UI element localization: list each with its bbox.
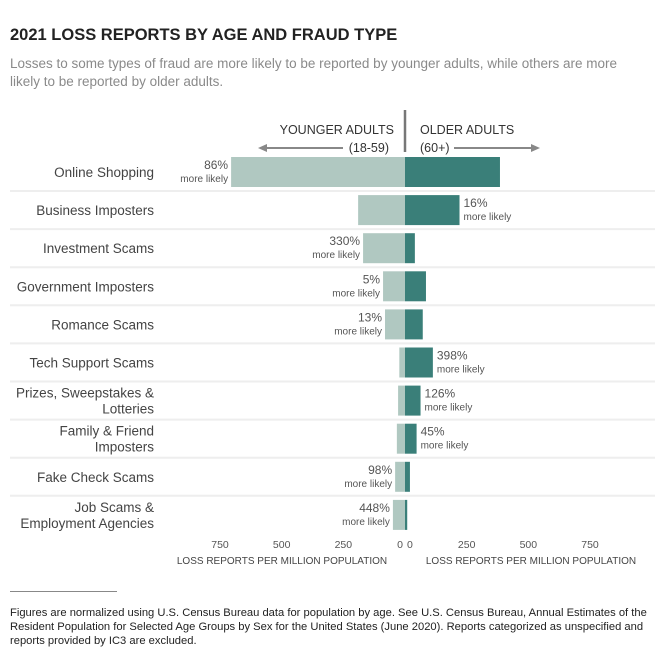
- bar-older: [405, 347, 433, 378]
- group-sublabel-younger: (18-59): [349, 141, 389, 155]
- category-label-line: Family & Friend: [59, 424, 154, 439]
- group-label-younger: YOUNGER ADULTS: [280, 123, 394, 137]
- x-tick-left: 0: [397, 539, 403, 551]
- bar-older: [405, 271, 426, 302]
- annotation-text: more likely: [437, 365, 485, 376]
- category-label: Fake Check Scams: [37, 470, 154, 485]
- x-axis-label-left: LOSS REPORTS PER MILLION POPULATION: [177, 556, 387, 567]
- group-sublabel-older: (60+): [420, 141, 450, 155]
- x-tick-left: 500: [273, 539, 291, 551]
- category-label-line: Tech Support Scams: [29, 356, 154, 371]
- bar-older: [405, 233, 415, 264]
- bar-younger: [383, 271, 405, 302]
- bar-older: [405, 309, 423, 340]
- category-label: Investment Scams: [43, 241, 154, 256]
- bar-younger: [396, 423, 405, 454]
- category-label: Tech Support Scams: [29, 356, 154, 371]
- category-label-line: Prizes, Sweepstakes &: [16, 386, 154, 401]
- bar-older: [405, 385, 421, 416]
- annotation-percent: 98%: [368, 463, 392, 477]
- annotation-text: more likely: [425, 403, 473, 414]
- category-label-line: Online Shopping: [54, 165, 154, 180]
- category-label-line: Investment Scams: [43, 241, 154, 256]
- category-label-line: Imposters: [95, 440, 155, 455]
- annotation-text: more likely: [342, 517, 390, 528]
- category-label-line: Romance Scams: [51, 317, 154, 332]
- annotation-percent: 398%: [437, 349, 468, 363]
- arrow-left-icon: [258, 144, 267, 152]
- x-tick-right: 0: [407, 539, 413, 551]
- footnote-divider: [10, 591, 117, 592]
- bar-younger: [392, 499, 405, 530]
- annotation-percent: 330%: [329, 234, 360, 248]
- chart-subtitle: Losses to some types of fraud are more l…: [10, 56, 618, 89]
- category-label: Government Imposters: [17, 279, 155, 294]
- category-label-line: Employment Agencies: [20, 516, 154, 531]
- annotation-percent: 448%: [359, 501, 390, 515]
- bar-younger: [385, 309, 405, 340]
- x-tick-right: 750: [581, 539, 599, 551]
- footnote: Figures are normalized using U.S. Census…: [10, 607, 647, 647]
- annotation-percent: 45%: [421, 425, 445, 439]
- category-label-line: Fake Check Scams: [37, 470, 154, 485]
- category-label: Online Shopping: [54, 165, 154, 180]
- bar-younger: [363, 233, 405, 264]
- x-tick-left: 250: [335, 539, 353, 551]
- chart-title: 2021 LOSS REPORTS BY AGE AND FRAUD TYPE: [10, 26, 398, 44]
- bar-younger: [231, 157, 405, 187]
- category-label: Business Imposters: [36, 203, 154, 218]
- group-label-older: OLDER ADULTS: [420, 123, 514, 137]
- category-label-line: Business Imposters: [36, 203, 154, 218]
- annotation-text: more likely: [344, 479, 392, 490]
- x-tick-right: 250: [458, 539, 476, 551]
- bar-younger: [395, 461, 405, 492]
- annotation-percent: 126%: [425, 387, 456, 401]
- bar-younger: [358, 195, 405, 226]
- x-tick-left: 750: [211, 539, 229, 551]
- category-label: Job Scams & Employment Agencies: [20, 500, 154, 531]
- category-label-line: Government Imposters: [17, 279, 155, 294]
- annotation-text: more likely: [421, 441, 469, 452]
- annotation-percent: 5%: [363, 272, 381, 286]
- annotation-text: more likely: [332, 288, 380, 299]
- category-label: Family & Friend Imposters: [59, 424, 154, 455]
- bar-older: [405, 423, 417, 454]
- bar-older: [405, 195, 460, 226]
- bar-younger: [399, 347, 405, 378]
- bar-older: [405, 157, 500, 187]
- x-axis-label-right: LOSS REPORTS PER MILLION POPULATION: [426, 556, 636, 567]
- category-label: Romance Scams: [51, 317, 154, 332]
- annotation-text: more likely: [180, 174, 228, 185]
- annotation-percent: 13%: [358, 310, 382, 324]
- x-tick-right: 500: [520, 539, 538, 551]
- annotation-text: more likely: [312, 250, 360, 261]
- annotation-text: more likely: [464, 212, 512, 223]
- category-label-line: Job Scams &: [74, 500, 154, 515]
- bar-younger: [398, 385, 405, 416]
- annotation-percent: 16%: [464, 196, 488, 210]
- category-label: Prizes, Sweepstakes & Lotteries: [16, 386, 154, 417]
- annotation-percent: 86%: [204, 158, 228, 172]
- annotation-text: more likely: [334, 326, 382, 337]
- arrow-right-icon: [531, 144, 540, 152]
- bar-older: [405, 499, 408, 530]
- category-label-line: Lotteries: [102, 402, 154, 417]
- bar-older: [405, 461, 410, 492]
